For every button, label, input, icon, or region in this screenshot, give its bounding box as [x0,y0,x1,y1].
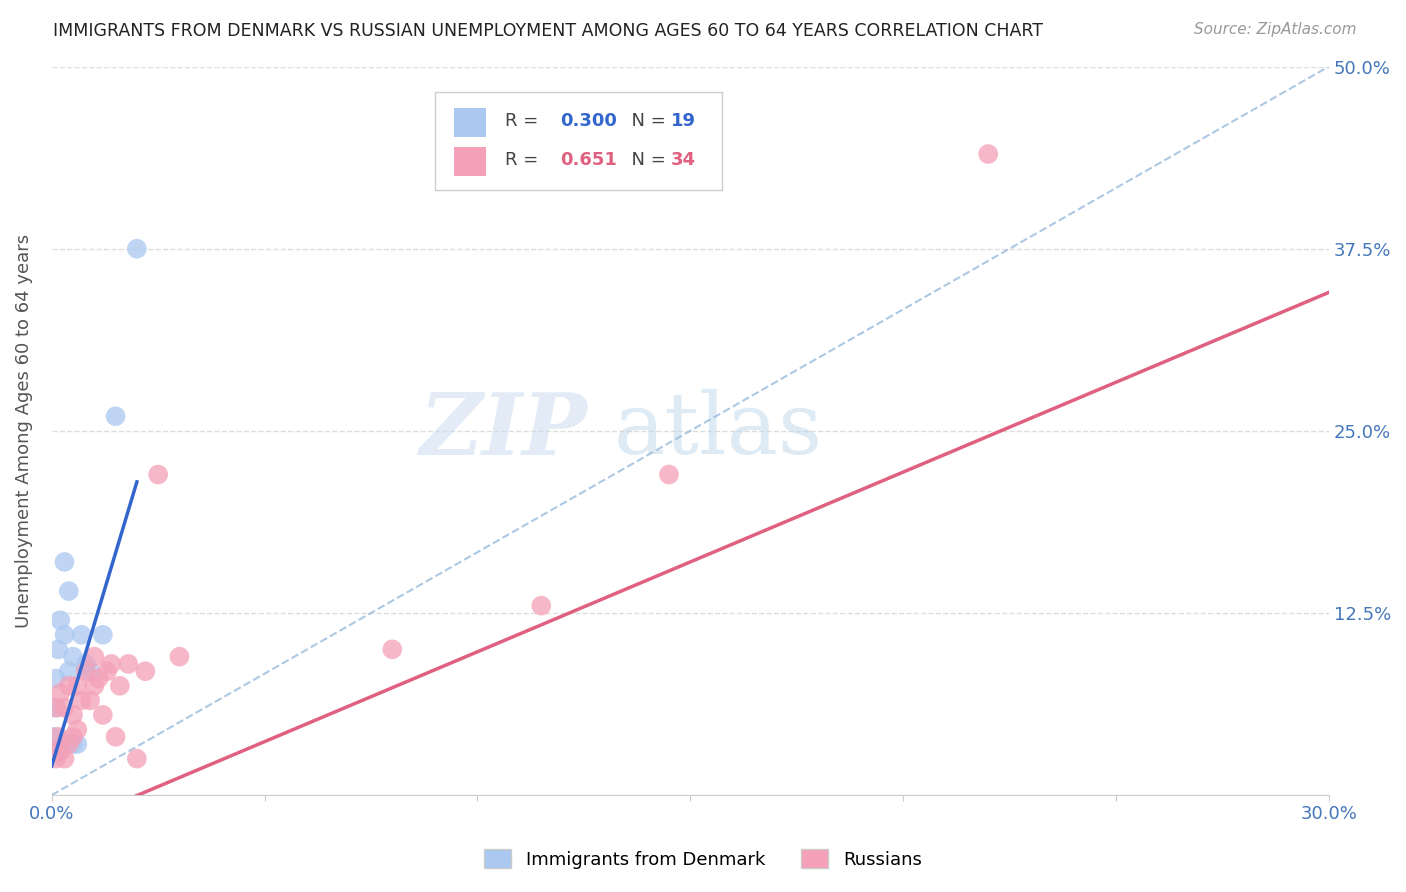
Point [108,679,131,693]
Point [58,584,80,599]
Point [58,679,80,693]
Point [83,679,105,693]
Point [104,409,127,424]
Point [79,664,101,678]
Point [104,730,127,744]
Point [169,649,191,664]
Point [66,679,89,693]
Text: N =: N = [620,112,672,130]
Point [42,744,65,758]
Point [46,642,69,657]
Point [658,467,681,482]
Point [125,751,148,765]
Point [977,147,1000,161]
Text: IMMIGRANTS FROM DENMARK VS RUSSIAN UNEMPLOYMENT AMONG AGES 60 TO 64 YEARS CORREL: IMMIGRANTS FROM DENMARK VS RUSSIAN UNEMP… [53,22,1043,40]
Point [53,700,76,714]
Point [75,664,97,678]
Point [45,700,67,714]
Point [49,744,72,758]
Point [42,730,65,744]
Point [83,649,105,664]
Text: Source: ZipAtlas.com: Source: ZipAtlas.com [1194,22,1357,37]
FancyBboxPatch shape [454,146,486,176]
Point [91,628,114,642]
Point [75,657,97,671]
Text: 19: 19 [671,112,696,130]
Point [381,642,404,657]
Point [117,657,139,671]
Text: R =: R = [505,112,544,130]
Point [49,686,72,700]
Point [53,751,76,765]
Point [66,737,89,751]
Text: 0.651: 0.651 [560,151,617,169]
FancyBboxPatch shape [434,92,723,190]
Point [125,242,148,256]
Point [146,467,169,482]
Text: R =: R = [505,151,544,169]
Text: 34: 34 [671,151,696,169]
Point [58,664,80,678]
Point [62,737,84,751]
Point [100,657,122,671]
Point [66,723,89,737]
Point [91,707,114,722]
Point [79,693,101,707]
Point [49,744,72,758]
Point [62,707,84,722]
Point [87,672,110,686]
Point [134,664,156,678]
Legend: Immigrants from Denmark, Russians: Immigrants from Denmark, Russians [477,842,929,876]
Point [45,672,67,686]
Point [70,693,93,707]
Point [62,649,84,664]
Text: ZIP: ZIP [420,389,588,473]
Point [530,599,553,613]
Point [45,751,67,765]
Text: 0.300: 0.300 [560,112,617,130]
Point [70,628,93,642]
Point [62,730,84,744]
Y-axis label: Unemployment Among Ages 60 to 64 years: Unemployment Among Ages 60 to 64 years [15,234,32,628]
Text: N =: N = [620,151,672,169]
Point [58,737,80,751]
Point [96,664,118,678]
FancyBboxPatch shape [454,108,486,137]
Point [46,730,69,744]
Point [53,555,76,569]
Point [45,700,67,714]
Point [49,613,72,627]
Point [53,628,76,642]
Text: atlas: atlas [613,389,823,473]
